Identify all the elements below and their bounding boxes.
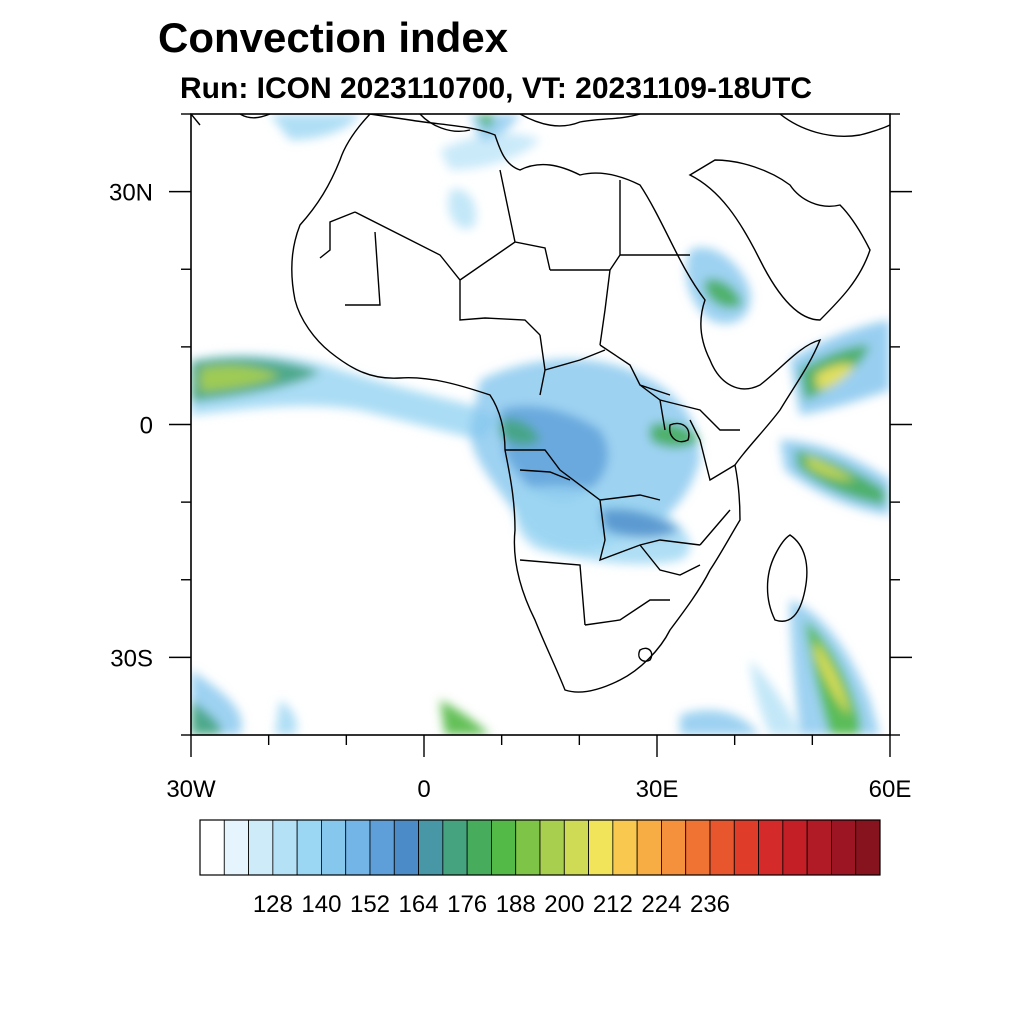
- colorbar-swatch: [248, 819, 274, 876]
- colorbar-label: 164: [399, 891, 439, 918]
- colorbar-label: 128: [253, 891, 293, 918]
- colorbar-label: 212: [593, 891, 633, 918]
- colorbar-swatch: [782, 819, 808, 876]
- colorbar-label: 200: [544, 891, 584, 918]
- colorbar-label: 176: [447, 891, 487, 918]
- lat-label: 30S: [110, 645, 153, 672]
- chart-title: Convection index: [158, 14, 509, 61]
- colorbar-label: 140: [301, 891, 341, 918]
- colorbar-swatch: [418, 819, 444, 876]
- colorbar-swatch: [831, 819, 857, 876]
- colorbar-swatch: [806, 819, 832, 876]
- colorbar-label: 236: [690, 891, 730, 918]
- colorbar-swatch: [685, 819, 711, 876]
- lon-label: 60E: [869, 776, 912, 803]
- colorbar-swatch: [442, 819, 468, 876]
- axis-ticks: [169, 113, 912, 757]
- colorbar-swatch: [563, 819, 589, 876]
- colorbar-label: 224: [641, 891, 681, 918]
- colorbar-swatch: [612, 819, 638, 876]
- colorbar-swatch: [733, 819, 759, 876]
- colorbar-swatch: [199, 819, 225, 876]
- colorbar-swatch: [709, 819, 735, 876]
- lon-label: 30E: [636, 776, 679, 803]
- coastlines: [191, 114, 890, 693]
- colorbar-swatch: [369, 819, 395, 876]
- colorbar-swatch: [345, 819, 371, 876]
- colorbar-swatch: [855, 819, 881, 876]
- chart-subtitle: Run: ICON 2023110700, VT: 20231109-18UTC: [180, 72, 813, 105]
- colorbar-swatch: [515, 819, 541, 876]
- colorbar-swatch: [636, 819, 662, 876]
- colorbar-swatch: [661, 819, 687, 876]
- lon-label: 30W: [166, 776, 216, 803]
- colorbar-label: 188: [496, 891, 536, 918]
- colorbar-swatch: [321, 819, 347, 876]
- colorbar-frame: [199, 819, 881, 876]
- convection-field: [191, 114, 890, 735]
- colorbar-swatch: [296, 819, 322, 876]
- lat-label: 0: [140, 413, 153, 440]
- lon-label: 0: [417, 776, 430, 803]
- axis-labels: 30N 0 30S 30W 0 30E 60E: [109, 180, 911, 803]
- colorbar-swatch: [223, 819, 249, 876]
- lat-label: 30N: [109, 180, 153, 207]
- colorbar-swatch: [491, 819, 517, 876]
- colorbar-swatch: [539, 819, 565, 876]
- colorbar-swatch: [588, 819, 614, 876]
- colorbar-label: 152: [350, 891, 390, 918]
- colorbar-swatch: [393, 819, 419, 876]
- colorbar-swatch: [758, 819, 784, 876]
- colorbar-swatch: [466, 819, 492, 876]
- colorbar: 128 140 152 164 176 188 200 212 224 236: [199, 819, 881, 918]
- colorbar-swatch: [272, 819, 298, 876]
